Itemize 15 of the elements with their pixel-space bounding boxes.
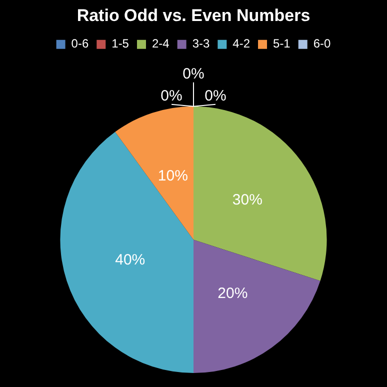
legend-label: 4-2 <box>232 36 250 51</box>
data-label: 40% <box>115 251 146 268</box>
legend-label: 0-6 <box>71 36 89 51</box>
legend-label: 6-0 <box>313 36 332 51</box>
text: 0% <box>204 88 226 105</box>
data-label: 30% <box>232 192 262 209</box>
legend-label: 3-3 <box>192 36 210 51</box>
legend-label: 1-5 <box>112 36 130 51</box>
legend-label: 5-1 <box>273 36 291 51</box>
text: 0% <box>182 66 204 83</box>
data-label: 20% <box>218 284 248 302</box>
data-label: 10% <box>158 167 188 184</box>
text: 0% <box>160 88 182 105</box>
legend-label: 2-4 <box>152 36 170 51</box>
chart-title: Ratio Odd vs. Even Numbers <box>76 6 310 25</box>
